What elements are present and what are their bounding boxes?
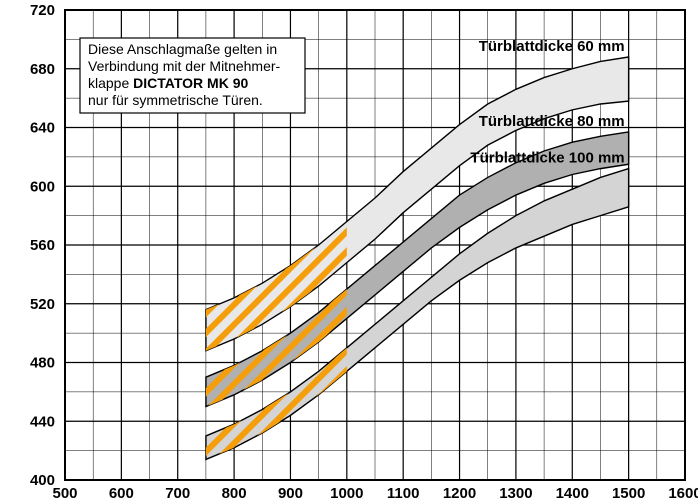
y-tick-label: 640	[30, 120, 55, 137]
x-tick-label: 1500	[612, 485, 645, 502]
y-tick-label: 720	[30, 2, 55, 19]
y-tick-label: 480	[30, 355, 55, 372]
y-tick-label: 600	[30, 178, 55, 195]
y-tick-label: 440	[30, 413, 55, 430]
x-tick-label: 1300	[499, 485, 532, 502]
y-tick-label: 680	[30, 61, 55, 78]
x-tick-label: 500	[52, 485, 77, 502]
x-tick-label: 900	[278, 485, 303, 502]
note-line: klappe DICTATOR MK 90	[88, 75, 248, 91]
x-tick-label: 600	[109, 485, 134, 502]
chart-svg: 500 600 700 800 900 1000 1100 1200 1300 1400 1500 1…	[0, 0, 698, 502]
x-tick-label: 1000	[330, 485, 363, 502]
band-60mm-label: Türblattdicke 60 mm	[479, 38, 625, 55]
x-tick-label: 1400	[556, 485, 589, 502]
note-line: Diese Anschlagmaße gelten in	[88, 41, 277, 57]
note-line: nur für symmetrische Türen.	[88, 92, 263, 108]
y-tick-label: 400	[30, 472, 55, 489]
x-tick-label: 700	[165, 485, 190, 502]
x-tick-label: 800	[222, 485, 247, 502]
band-80mm-label: Türblattdicke 80 mm	[479, 113, 625, 130]
x-tick-label: 1100	[387, 485, 420, 502]
y-tick-label: 520	[30, 296, 55, 313]
y-tick-label: 560	[30, 237, 55, 254]
x-tick-label: 1200	[443, 485, 476, 502]
x-tick-label: 1600	[668, 485, 698, 502]
note-line: Verbindung mit der Mitnehmer-	[88, 58, 281, 74]
band-100mm-label: Türblattdicke 100 mm	[470, 150, 624, 167]
